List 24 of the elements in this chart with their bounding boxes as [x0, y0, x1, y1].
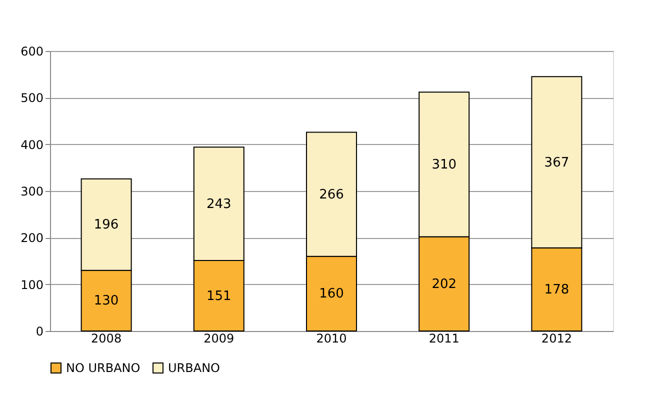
y-tick-label: 100 [20, 278, 44, 292]
data-label: 367 [544, 155, 570, 170]
data-label: 202 [432, 276, 457, 292]
data-label: 243 [206, 196, 232, 212]
data-label: 196 [94, 218, 119, 233]
y-tick-label: 0 [36, 324, 44, 338]
data-label: 130 [94, 294, 119, 309]
data-label: 178 [544, 282, 570, 298]
data-label: 160 [319, 286, 344, 302]
data-label: 310 [432, 157, 457, 172]
y-tick-label: 500 [20, 91, 44, 106]
x-tick-label: 2008 [91, 332, 122, 346]
x-tick-label: 2011 [428, 332, 460, 346]
y-tick-label: 600 [20, 44, 44, 58]
data-label: 266 [319, 187, 344, 202]
y-tick-label: 200 [20, 231, 44, 246]
x-tick-label: 2010 [316, 332, 347, 346]
legend-label: NO URBANO [66, 361, 140, 375]
y-tick-label: 300 [20, 184, 44, 198]
data-label: 151 [206, 288, 232, 304]
x-tick-label: 2012 [541, 332, 572, 346]
y-tick-label: 400 [20, 138, 44, 152]
x-tick-label: 2009 [204, 332, 234, 346]
legend-label: URBANO [168, 361, 220, 375]
